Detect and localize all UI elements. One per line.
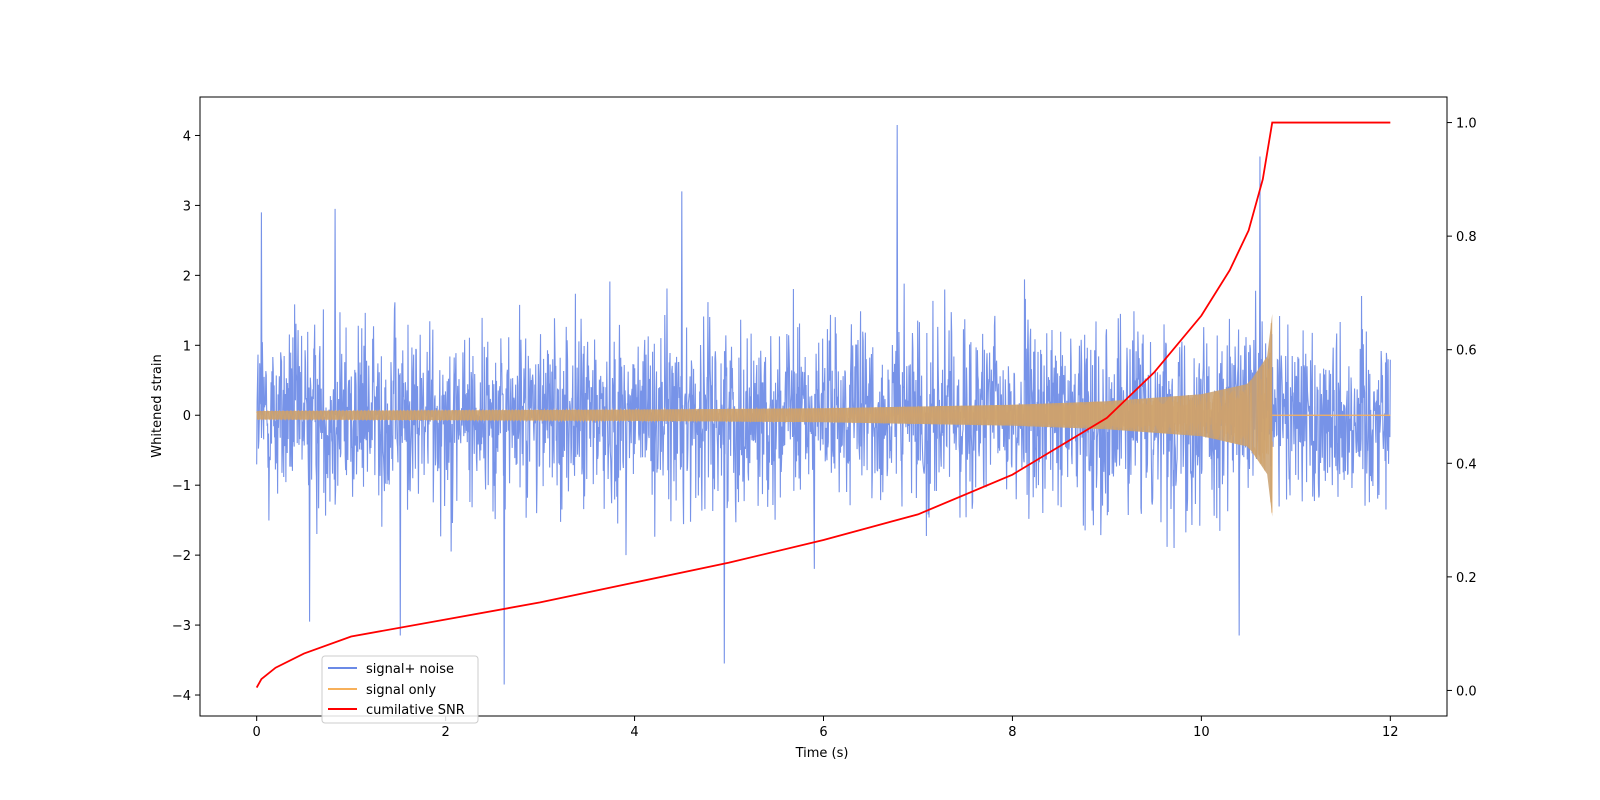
y-tick-label: 1 [183,339,191,354]
y-tick-label: 4 [183,129,191,144]
y2-tick-label: 0.0 [1456,684,1477,699]
plot-area [255,121,1391,689]
x-axis-label: Time (s) [795,746,849,761]
y-tick-label: −2 [172,549,191,564]
y2-tick-label: 0.6 [1456,344,1477,359]
legend-label-signal-only: signal only [366,683,436,698]
y-tick-label: −4 [172,689,191,704]
y-tick-label: 2 [183,269,191,284]
y2-tick-label: 0.8 [1456,230,1477,245]
x-tick-label: 6 [819,725,827,740]
x-tick-label: 4 [630,725,638,740]
legend-label-signal-noise: signal+ noise [366,662,454,677]
legend-label-cumulative-snr: cumilative SNR [366,703,465,718]
series-cumulative-snr [255,121,1391,689]
signal-only-envelope [256,313,1273,517]
y-tick-label: −3 [172,619,191,634]
y2-tick-label: 0.4 [1456,457,1477,472]
x-tick-label: 12 [1382,725,1399,740]
y-axis-label: Whitened strain [150,354,165,457]
y-tick-label: 0 [183,409,191,424]
y-tick-label: −1 [172,479,191,494]
legend-box [321,655,479,724]
x-tick-label: 8 [1008,725,1016,740]
y2-tick-label: 0.2 [1456,571,1477,586]
y2-tick-label: 1.0 [1456,117,1477,132]
y-tick-label: 3 [183,199,191,214]
x-tick-label: 0 [253,725,261,740]
x-tick-label: 10 [1193,725,1210,740]
series-signal-noise [256,124,1391,685]
legend: signal+ noise signal only cumilative SNR [321,655,479,724]
x-tick-label: 2 [441,725,449,740]
